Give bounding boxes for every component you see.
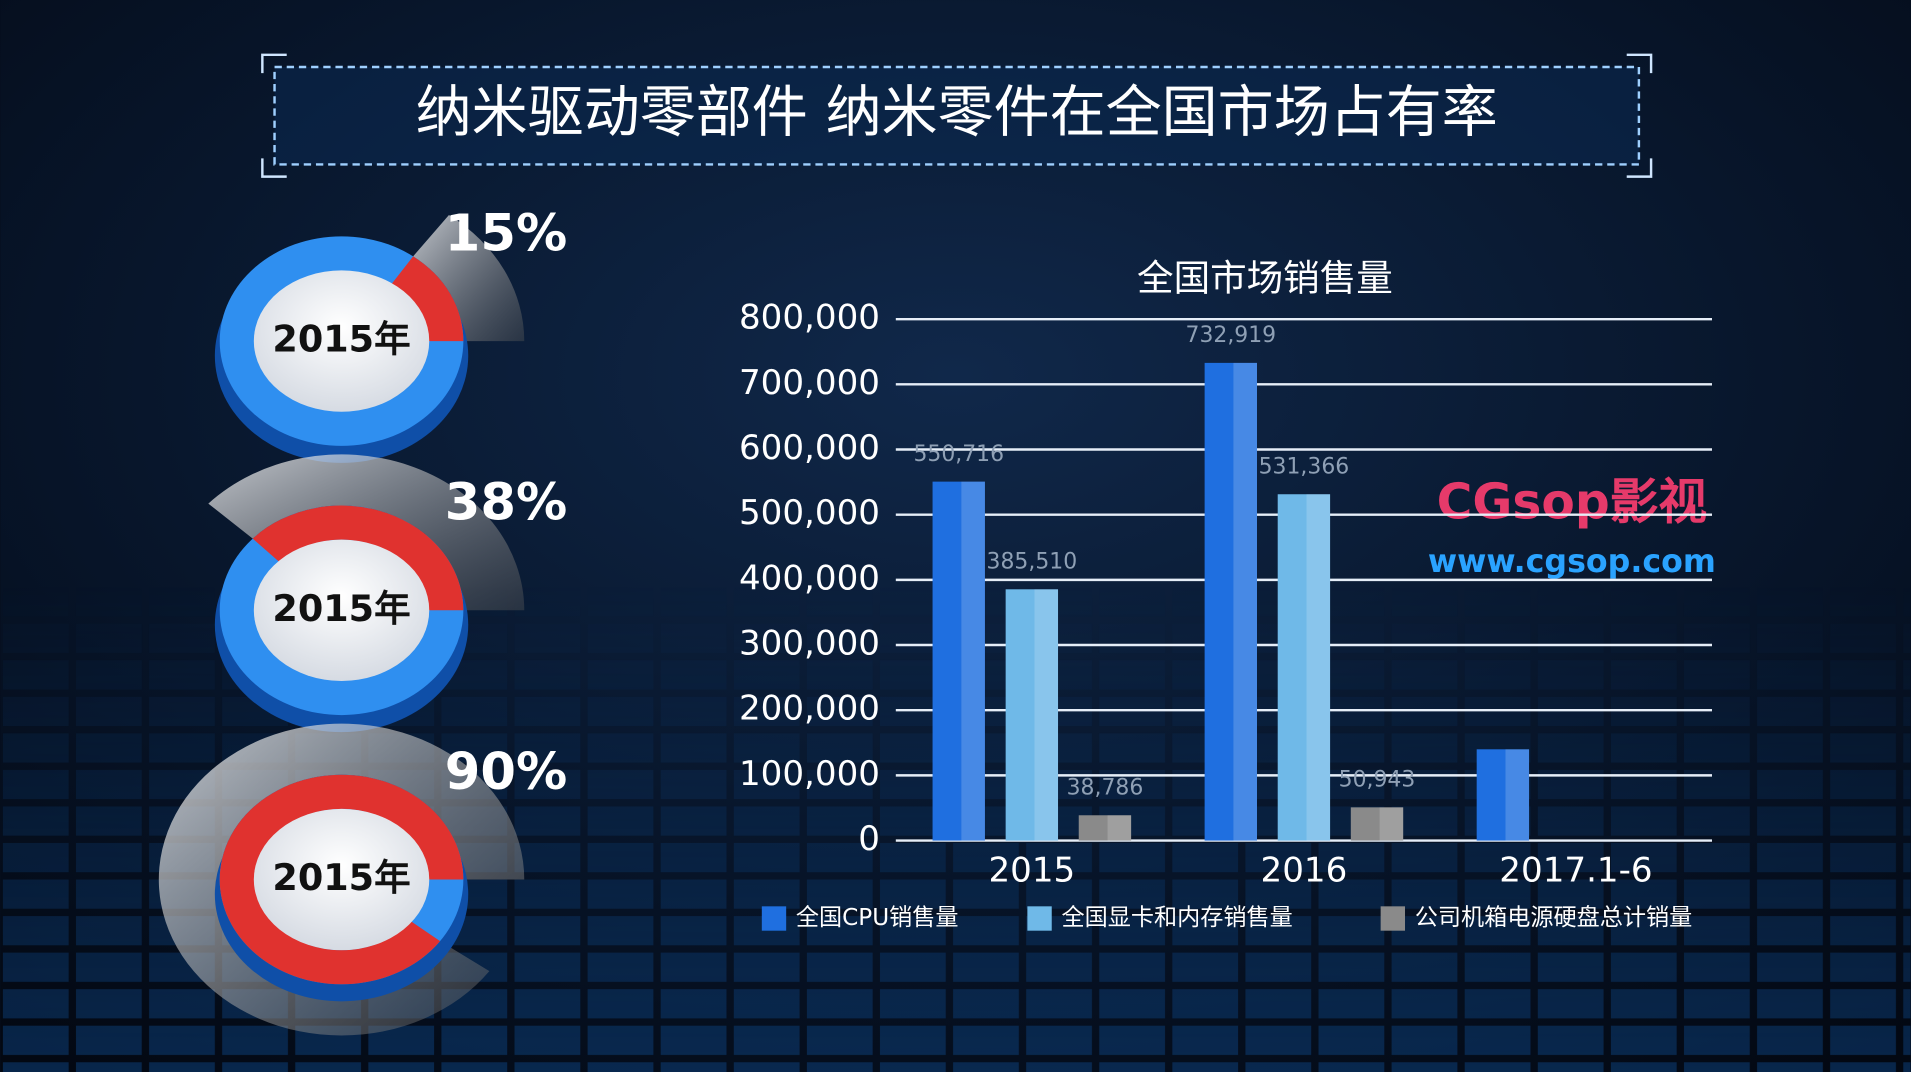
title-corners [261,53,1653,178]
gauge-value-label: 15% [445,204,567,263]
gauge-value-label: 38% [445,474,567,533]
value-label: 385,510 [987,549,1078,574]
y-tick-label: 100,000 [739,754,880,794]
gauge: 2015年 90% [158,723,567,1036]
legend-swatch [761,906,787,931]
y-tick-label: 200,000 [739,689,880,729]
page-title: 纳米驱动零部件 纳米零件在全国市场占有率 [416,80,1498,145]
value-label: 732,919 [1186,323,1277,348]
bar-highlight [1505,749,1530,841]
x-tick-label: 2017.1-6 [1499,851,1652,891]
y-tick-label: 0 [858,819,880,859]
bar [932,481,985,841]
legend-label: 全国显卡和内存销售量 [1061,905,1292,931]
bar [1204,362,1257,841]
legend-label: 全国CPU销售量 [796,905,959,931]
y-tick-label: 700,000 [739,363,880,403]
watermark-url: www.cgsop.com [1428,544,1716,580]
chart-title: 全国市场销售量 [1137,257,1393,300]
gauge-core [253,270,430,412]
gauge-core [253,808,430,951]
bar-highlight [1233,362,1257,841]
bar-highlight [1379,807,1404,841]
bar-chart: 全国市场销售量 0 100,000 200,000 300,000 400,000 500,… [739,257,1712,931]
bar-highlight [1034,589,1059,841]
title-box [273,65,1641,166]
bar-highlight [961,481,985,841]
bar [1005,589,1059,841]
bar-highlight [1306,494,1331,841]
legend-swatch [1380,906,1406,931]
y-tick-label: 500,000 [739,493,880,533]
bar [1277,494,1331,841]
bar [1078,815,1132,841]
value-label: 531,366 [1259,454,1350,479]
value-label: 50,943 [1339,768,1416,793]
watermark: CGsop影视 www.cgsop.com [1428,475,1716,580]
bar-highlight [1107,815,1132,841]
value-label: 550,716 [913,442,1004,467]
gauge-arc [252,505,464,611]
gauge-arc [219,774,464,985]
gauge-fan [208,454,525,611]
bar [1350,807,1404,841]
gauge-arc [391,256,464,342]
y-tick-label: 300,000 [739,624,880,664]
y-tick-label: 800,000 [739,298,880,338]
x-tick-label: 2016 [1261,851,1348,891]
y-tick-label: 400,000 [739,558,880,598]
legend-swatch [1027,906,1052,931]
bar [1476,749,1530,841]
gauge-label: 2015年 [272,318,410,361]
value-label: 38,786 [1067,775,1144,800]
y-tick-label: 600,000 [739,428,880,468]
legend-label: 公司机箱电源硬盘总计销量 [1415,905,1693,931]
gauge-fan [413,214,525,342]
watermark-brand: CGsop影视 [1437,475,1708,531]
gauge-core [253,539,430,681]
gauge: 2015年 38% [208,454,567,733]
gauge-value-label: 90% [445,743,567,802]
gauge-label: 2015年 [272,856,410,899]
x-tick-label: 2015 [988,851,1075,891]
gauge: 2015年 15% [214,204,567,463]
gauge-label: 2015年 [272,587,410,630]
